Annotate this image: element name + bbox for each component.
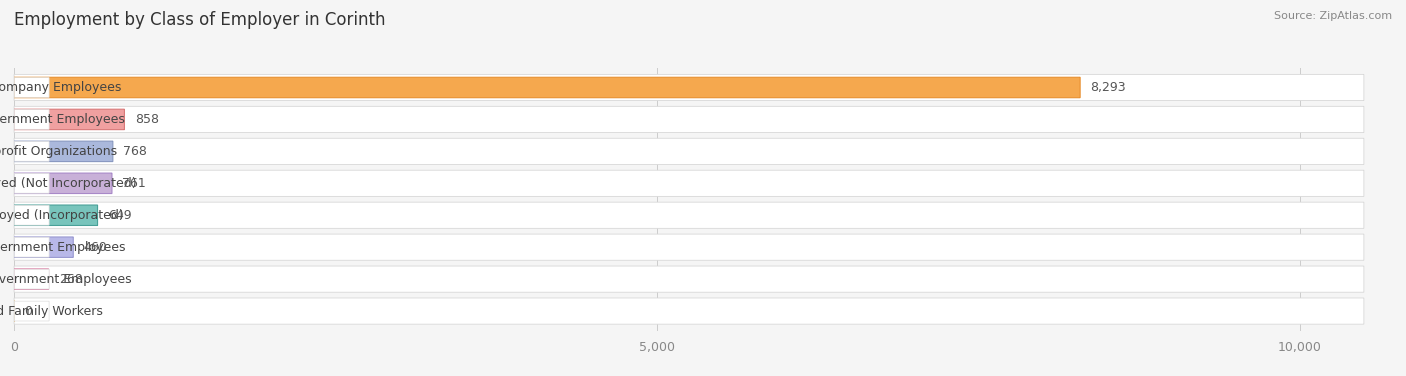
Text: Private Company Employees: Private Company Employees bbox=[0, 81, 121, 94]
FancyBboxPatch shape bbox=[14, 234, 1364, 260]
FancyBboxPatch shape bbox=[14, 205, 97, 226]
FancyBboxPatch shape bbox=[14, 77, 49, 97]
FancyBboxPatch shape bbox=[14, 269, 49, 290]
FancyBboxPatch shape bbox=[14, 205, 49, 225]
FancyBboxPatch shape bbox=[14, 173, 49, 193]
FancyBboxPatch shape bbox=[14, 266, 1364, 292]
FancyBboxPatch shape bbox=[14, 109, 49, 129]
FancyBboxPatch shape bbox=[14, 77, 1080, 98]
Text: 858: 858 bbox=[135, 113, 159, 126]
FancyBboxPatch shape bbox=[14, 269, 49, 289]
FancyBboxPatch shape bbox=[14, 141, 49, 161]
Text: Self-Employed (Incorporated): Self-Employed (Incorporated) bbox=[0, 209, 124, 222]
Text: Employment by Class of Employer in Corinth: Employment by Class of Employer in Corin… bbox=[14, 11, 385, 29]
Text: Unpaid Family Workers: Unpaid Family Workers bbox=[0, 305, 103, 318]
FancyBboxPatch shape bbox=[14, 301, 49, 321]
Text: Self-Employed (Not Incorporated): Self-Employed (Not Incorporated) bbox=[0, 177, 136, 190]
Text: 649: 649 bbox=[108, 209, 131, 222]
Text: 761: 761 bbox=[122, 177, 146, 190]
Text: Federal Government Employees: Federal Government Employees bbox=[0, 273, 132, 286]
FancyBboxPatch shape bbox=[14, 173, 112, 194]
FancyBboxPatch shape bbox=[14, 74, 1364, 100]
Text: Source: ZipAtlas.com: Source: ZipAtlas.com bbox=[1274, 11, 1392, 21]
FancyBboxPatch shape bbox=[14, 202, 1364, 228]
FancyBboxPatch shape bbox=[14, 138, 1364, 164]
FancyBboxPatch shape bbox=[14, 170, 1364, 196]
FancyBboxPatch shape bbox=[14, 237, 49, 257]
Text: 0: 0 bbox=[24, 305, 32, 318]
Text: 768: 768 bbox=[124, 145, 148, 158]
Text: 268: 268 bbox=[59, 273, 83, 286]
Text: Local Government Employees: Local Government Employees bbox=[0, 113, 125, 126]
FancyBboxPatch shape bbox=[14, 109, 124, 130]
Text: 460: 460 bbox=[83, 241, 107, 254]
FancyBboxPatch shape bbox=[14, 298, 1364, 324]
FancyBboxPatch shape bbox=[14, 141, 112, 162]
FancyBboxPatch shape bbox=[14, 106, 1364, 132]
Text: 8,293: 8,293 bbox=[1091, 81, 1126, 94]
Text: State Government Employees: State Government Employees bbox=[0, 241, 125, 254]
FancyBboxPatch shape bbox=[14, 237, 73, 258]
Text: Not-for-profit Organizations: Not-for-profit Organizations bbox=[0, 145, 117, 158]
